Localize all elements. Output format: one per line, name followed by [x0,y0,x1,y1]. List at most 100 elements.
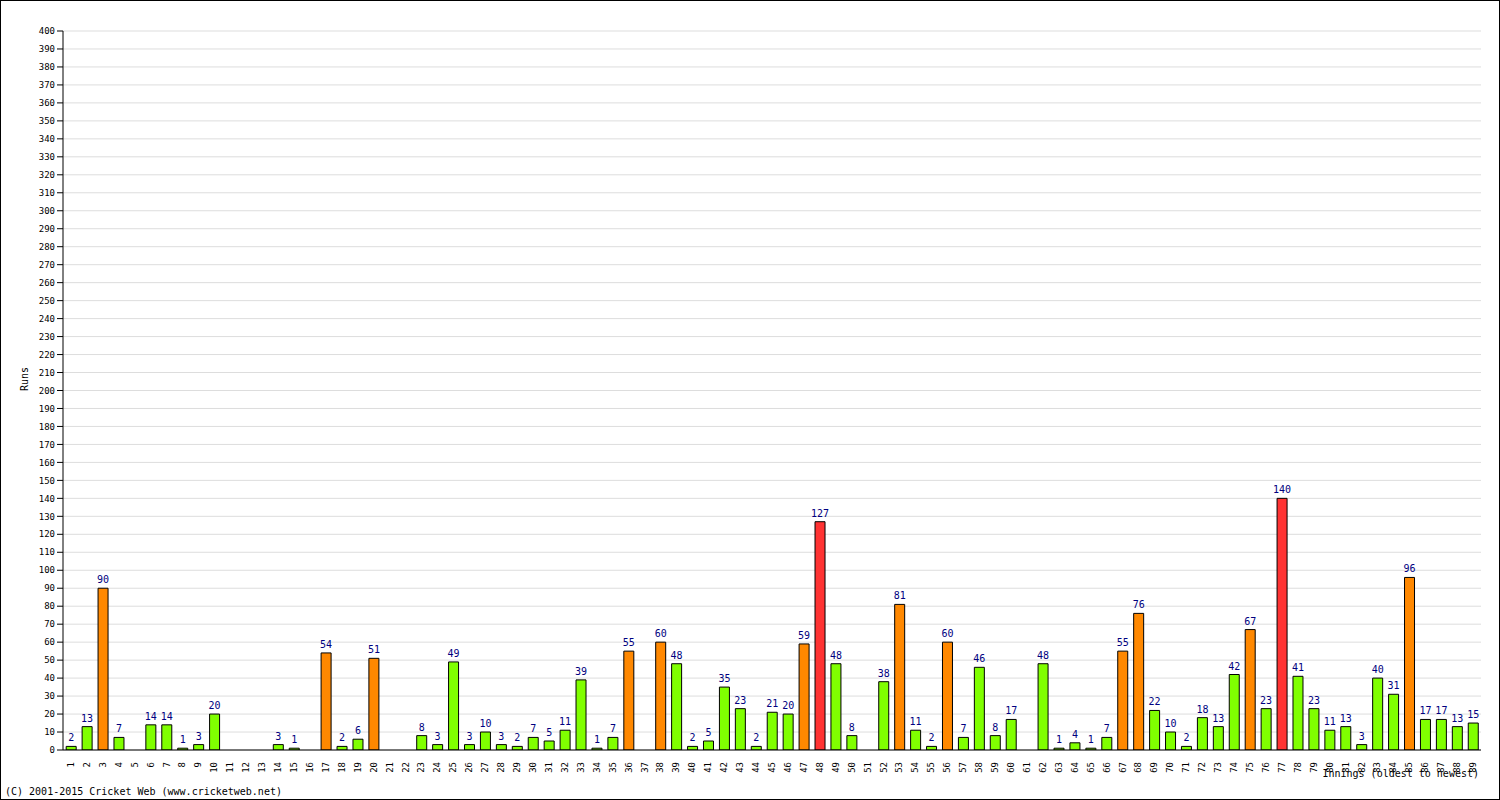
svg-text:55: 55 [623,637,635,648]
svg-text:74: 74 [1229,762,1239,773]
svg-text:34: 34 [592,762,602,773]
svg-text:30: 30 [528,762,538,773]
svg-text:260: 260 [39,278,55,288]
svg-text:21: 21 [766,698,778,709]
svg-text:11: 11 [1324,716,1336,727]
svg-text:17: 17 [1005,705,1017,716]
svg-text:7: 7 [116,723,122,734]
svg-text:1: 1 [66,762,76,767]
svg-text:8: 8 [177,762,187,767]
svg-text:2: 2 [690,732,696,743]
svg-text:320: 320 [39,170,55,180]
svg-text:8: 8 [419,722,425,733]
svg-text:1: 1 [291,734,297,745]
svg-text:130: 130 [39,512,55,522]
svg-text:63: 63 [1054,762,1064,773]
svg-text:300: 300 [39,206,55,216]
svg-text:10: 10 [1165,718,1177,729]
svg-text:3: 3 [1359,731,1365,742]
svg-text:54: 54 [910,762,920,773]
svg-text:370: 370 [39,80,55,90]
svg-text:16: 16 [305,762,315,773]
svg-text:77: 77 [1277,762,1287,773]
svg-text:20: 20 [369,762,379,773]
svg-text:33: 33 [576,762,586,773]
svg-text:60: 60 [1006,762,1016,773]
svg-text:73: 73 [1213,762,1223,773]
svg-text:1: 1 [1088,734,1094,745]
svg-text:41: 41 [1292,662,1304,673]
svg-text:68: 68 [1133,762,1143,773]
svg-text:11: 11 [559,716,571,727]
svg-text:57: 57 [958,762,968,773]
svg-text:330: 330 [39,152,55,162]
svg-text:230: 230 [39,332,55,342]
svg-text:69: 69 [1149,762,1159,773]
svg-text:43: 43 [735,762,745,773]
svg-text:18: 18 [1196,704,1208,715]
svg-text:40: 40 [1372,664,1384,675]
svg-text:23: 23 [416,762,426,773]
svg-text:3: 3 [435,731,441,742]
svg-text:7: 7 [610,723,616,734]
svg-text:50: 50 [44,655,55,665]
svg-text:78: 78 [1293,762,1303,773]
svg-text:36: 36 [624,762,634,773]
svg-text:10: 10 [479,718,491,729]
svg-text:62: 62 [1038,762,1048,773]
svg-text:55: 55 [1117,637,1129,648]
svg-text:70: 70 [44,619,55,629]
svg-text:17: 17 [1435,705,1447,716]
svg-text:2: 2 [1183,732,1189,743]
svg-text:3: 3 [466,731,472,742]
svg-text:127: 127 [811,508,829,519]
svg-text:80: 80 [44,601,55,611]
svg-text:5: 5 [705,727,711,738]
svg-text:38: 38 [878,668,890,679]
svg-text:23: 23 [1260,695,1272,706]
svg-text:39: 39 [575,666,587,677]
svg-text:60: 60 [941,628,953,639]
svg-text:270: 270 [39,260,55,270]
svg-text:51: 51 [863,762,873,773]
svg-text:59: 59 [990,762,1000,773]
svg-text:7: 7 [960,723,966,734]
svg-text:21: 21 [385,762,395,773]
svg-text:90: 90 [97,574,109,585]
svg-text:4: 4 [1072,729,1078,740]
svg-text:280: 280 [39,242,55,252]
svg-text:64: 64 [1070,762,1080,773]
svg-text:190: 190 [39,404,55,414]
svg-text:22: 22 [401,762,411,773]
svg-text:3: 3 [196,731,202,742]
svg-text:28: 28 [496,762,506,773]
svg-text:52: 52 [879,762,889,773]
svg-text:70: 70 [1165,762,1175,773]
svg-text:2: 2 [82,762,92,767]
svg-text:160: 160 [39,458,55,468]
svg-text:23: 23 [1308,695,1320,706]
svg-text:56: 56 [942,762,952,773]
svg-text:67: 67 [1244,616,1256,627]
svg-text:140: 140 [1273,484,1291,495]
svg-text:360: 360 [39,98,55,108]
svg-text:240: 240 [39,314,55,324]
svg-text:32: 32 [560,762,570,773]
svg-text:5: 5 [546,727,552,738]
svg-text:290: 290 [39,224,55,234]
svg-text:140: 140 [39,494,55,504]
svg-text:17: 17 [1419,705,1431,716]
svg-text:75: 75 [1245,762,1255,773]
svg-text:180: 180 [39,422,55,432]
svg-text:26: 26 [464,762,474,773]
svg-text:7: 7 [530,723,536,734]
svg-text:9: 9 [193,762,203,767]
svg-text:6: 6 [355,725,361,736]
svg-text:39: 39 [671,762,681,773]
svg-text:37: 37 [640,762,650,773]
svg-text:40: 40 [44,673,55,683]
svg-text:66: 66 [1102,762,1112,773]
svg-text:15: 15 [1467,709,1479,720]
svg-text:55: 55 [926,762,936,773]
svg-text:42: 42 [1228,661,1240,672]
